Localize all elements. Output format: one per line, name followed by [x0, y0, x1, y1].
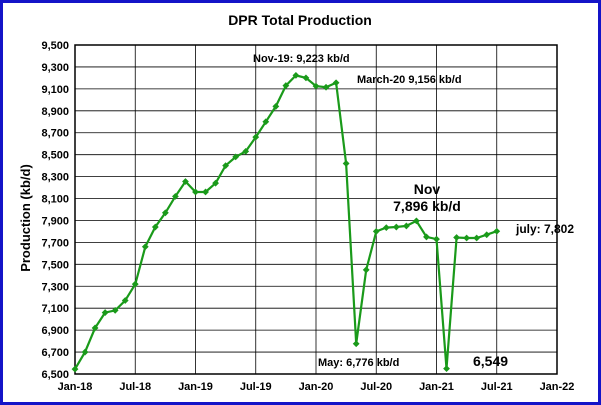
- data-point: [342, 160, 350, 167]
- data-point: [372, 228, 380, 235]
- data-point: [252, 133, 260, 141]
- data-point: [101, 309, 109, 316]
- y-tick-labels: 6,500 6,700 6,900 7,100 7,300 7,500 7,700 7,900…: [41, 40, 69, 381]
- annotation-july: july: 7,802: [515, 222, 574, 236]
- y-tick-label: 7,300: [41, 281, 69, 293]
- data-point: [483, 231, 491, 239]
- y-axis-label: Production (kb/d): [18, 164, 33, 272]
- data-point: [222, 162, 230, 170]
- x-tick-label: Jul-20: [360, 381, 392, 393]
- annotation-nov: Nov: [414, 181, 441, 197]
- data-point: [473, 234, 481, 242]
- data-point: [151, 223, 159, 231]
- data-point: [232, 153, 240, 161]
- annotation-march-20: March-20 9,156 kb/d: [357, 74, 462, 86]
- y-tick-label: 9,500: [41, 40, 69, 52]
- y-tick-label: 7,700: [41, 237, 69, 249]
- data-point: [433, 235, 440, 243]
- annotation-nov-value: 7,896 kb/d: [393, 198, 461, 214]
- annotation-feb-21-low: 6,549: [473, 353, 508, 369]
- data-point: [141, 243, 149, 251]
- data-point: [392, 223, 400, 231]
- data-point: [322, 83, 330, 91]
- data-point: [362, 266, 370, 274]
- production-series-points: [71, 71, 501, 373]
- y-tick-label: 9,300: [41, 62, 69, 74]
- y-tick-label: 8,100: [41, 194, 69, 206]
- data-point: [262, 118, 270, 126]
- y-tick-label: 7,100: [41, 303, 69, 315]
- x-tick-label: Jan-19: [178, 381, 213, 393]
- data-point: [242, 147, 250, 155]
- data-point: [192, 188, 199, 196]
- data-point: [121, 297, 129, 304]
- y-tick-label: 7,500: [41, 259, 69, 271]
- y-tick-label: 8,500: [41, 150, 69, 162]
- data-point: [463, 234, 471, 242]
- data-point: [172, 192, 179, 200]
- annotation-may-low: May: 6,776 kb/d: [318, 357, 399, 369]
- data-point: [131, 280, 139, 288]
- x-tick-label: Jan-22: [540, 381, 575, 393]
- data-point: [272, 103, 280, 110]
- data-point: [423, 233, 430, 241]
- x-tick-label: Jul-21: [481, 381, 513, 393]
- x-tick-label: Jan-21: [419, 381, 454, 393]
- data-point: [382, 224, 390, 231]
- data-point: [81, 348, 89, 356]
- y-tick-label: 8,700: [41, 128, 69, 140]
- data-point: [443, 365, 450, 373]
- data-point: [91, 324, 99, 332]
- data-point: [111, 306, 119, 314]
- data-point: [292, 71, 300, 79]
- data-point: [402, 222, 410, 230]
- annotation-nov-19-peak: Nov-19: 9,223 kb/d: [253, 53, 350, 65]
- data-point: [202, 188, 209, 196]
- data-point: [212, 179, 219, 187]
- y-tick-label: 6,900: [41, 325, 69, 337]
- y-tick-label: 8,900: [41, 106, 69, 118]
- data-point: [493, 227, 501, 235]
- y-tick-label: 6,700: [41, 347, 69, 359]
- x-tick-label: Jan-20: [299, 381, 334, 393]
- data-point: [312, 82, 320, 90]
- data-point: [453, 234, 460, 241]
- y-tick-label: 7,900: [41, 215, 69, 227]
- data-point: [302, 74, 310, 82]
- data-point: [182, 178, 189, 185]
- x-tick-labels: Jan-18 Jul-18 Jan-19 Jul-19 Jan-20 Jul-20 Jan-…: [58, 381, 575, 393]
- x-tick-label: Jul-18: [119, 381, 151, 393]
- chart-title: DPR Total Production: [228, 12, 372, 28]
- y-tick-label: 9,100: [41, 84, 69, 96]
- x-tick-label: Jan-18: [58, 381, 93, 393]
- data-point: [161, 209, 169, 217]
- y-tick-label: 6,500: [41, 369, 69, 381]
- data-point: [282, 82, 290, 89]
- x-tick-label: Jul-19: [240, 381, 272, 393]
- production-series-line: [74, 74, 498, 370]
- data-point: [413, 217, 420, 225]
- plot-area-border: [74, 44, 558, 375]
- gridlines: [74, 44, 558, 375]
- data-point: [332, 79, 340, 87]
- data-point: [71, 365, 79, 373]
- y-tick-label: 8,300: [41, 172, 69, 184]
- data-point: [352, 340, 360, 348]
